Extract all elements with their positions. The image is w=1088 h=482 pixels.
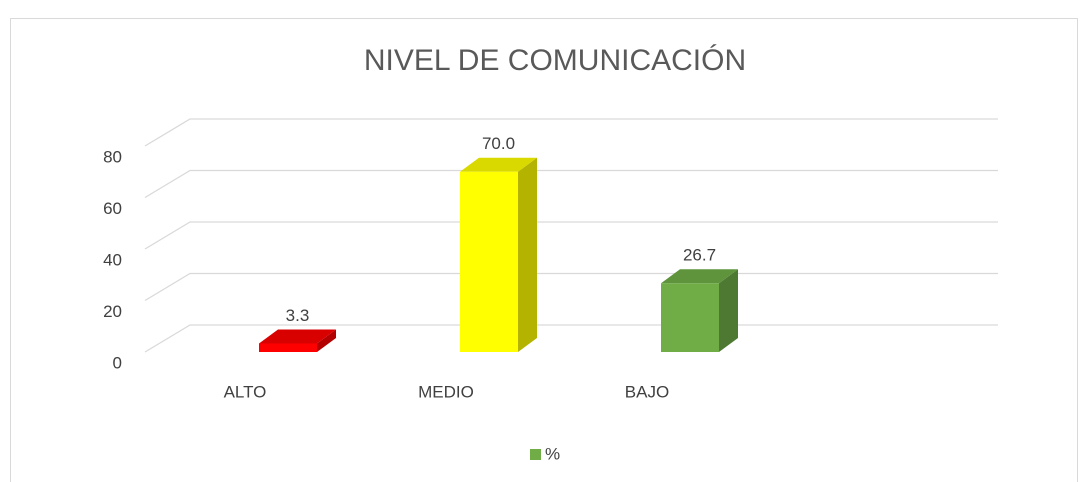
bar <box>460 157 537 352</box>
y-tick-label: 40 <box>103 250 122 269</box>
bar-top <box>460 157 537 172</box>
grid-line <box>144 169 998 199</box>
data-label: 70.0 <box>482 134 515 153</box>
data-label: 26.7 <box>683 246 716 265</box>
bar-front <box>460 171 518 352</box>
chart-title: NIVEL DE COMUNICACIÓN <box>364 44 746 77</box>
legend-swatch <box>530 449 541 460</box>
bar-side <box>518 157 537 352</box>
legend-label: % <box>545 444 560 463</box>
bar <box>259 329 336 352</box>
chart-border <box>10 18 1078 482</box>
bar-top <box>661 269 738 284</box>
y-tick-label: 80 <box>103 147 122 166</box>
y-tick-label: 0 <box>113 353 122 372</box>
x-tick-label: BAJO <box>625 382 669 401</box>
bar-top <box>259 329 336 344</box>
bar-side <box>317 329 336 352</box>
data-label: 3.3 <box>286 306 310 325</box>
grid-line <box>144 118 998 147</box>
bar-front <box>259 343 317 352</box>
y-tick-label: 20 <box>103 302 122 321</box>
x-tick-label: ALTO <box>224 382 267 401</box>
y-tick-label: 60 <box>103 199 122 218</box>
bar <box>661 269 738 352</box>
bar-front <box>661 283 719 352</box>
bar-side <box>719 269 738 352</box>
grid-line <box>144 221 998 250</box>
x-tick-label: MEDIO <box>418 382 474 401</box>
